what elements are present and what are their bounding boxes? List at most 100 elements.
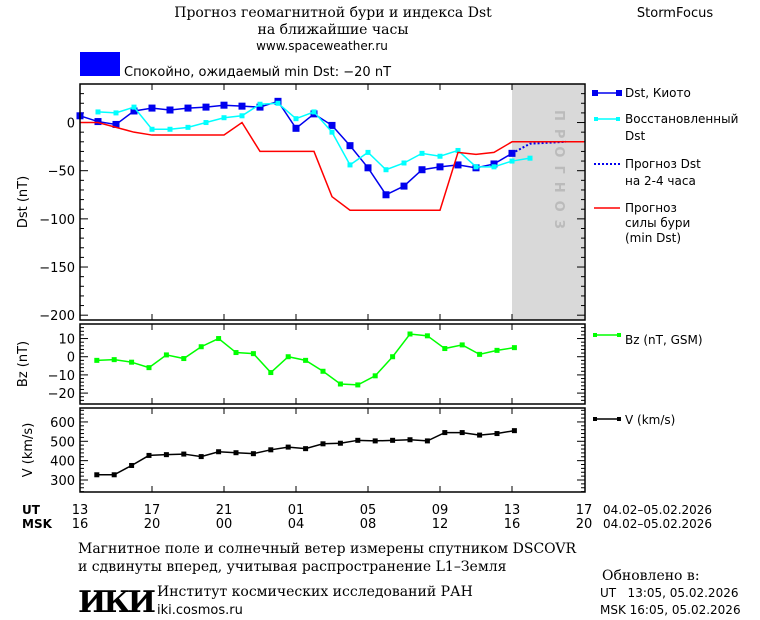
data-point	[407, 437, 413, 443]
msk-tick-label: 04	[288, 517, 305, 532]
y-tick-label: 400	[50, 455, 75, 470]
data-point	[239, 113, 245, 119]
legend-dst-kyoto: Dst, Киото	[625, 86, 691, 100]
ut-tick-label: 21	[216, 503, 233, 518]
data-point	[347, 162, 353, 168]
data-point	[455, 147, 461, 153]
data-point	[382, 191, 390, 199]
legend: Dst, Киото Восстановленный Dst Прогноз D…	[592, 86, 738, 427]
panel-2: 10 0 −10 −20 Bz (nT)	[16, 323, 586, 405]
data-point	[112, 120, 120, 128]
data-point	[285, 354, 291, 360]
ut-label: UT	[22, 503, 41, 517]
data-point	[346, 142, 354, 150]
data-point	[337, 381, 343, 387]
ut-tick-label: 17	[144, 503, 161, 518]
legend-reconstructed: Восстановленный	[625, 112, 738, 126]
data-point	[184, 104, 192, 112]
data-point	[494, 347, 500, 353]
data-point	[257, 101, 263, 107]
data-point	[148, 104, 156, 112]
forecast-region	[512, 84, 584, 320]
legend-storm: Прогноз	[625, 201, 677, 215]
data-point	[203, 120, 209, 126]
chart-title-line1: Прогноз геомагнитной бури и индекса Dst	[174, 5, 492, 21]
panel-frame	[79, 83, 586, 321]
data-point	[365, 149, 371, 155]
data-point	[372, 373, 378, 379]
data-point	[400, 182, 408, 190]
ut-tick-label: 13	[504, 503, 521, 518]
series-line-1	[96, 429, 515, 476]
data-point	[491, 164, 497, 170]
data-point	[442, 430, 448, 436]
data-point	[477, 432, 483, 438]
y-axis-label: Bz (nT)	[16, 341, 31, 387]
data-point	[256, 103, 264, 111]
data-point	[303, 446, 309, 452]
panel-frame	[79, 407, 586, 493]
data-point	[250, 351, 256, 357]
data-point	[216, 336, 222, 342]
y-axis-label: V (km/s)	[21, 423, 36, 478]
panel-frame	[79, 323, 586, 405]
legend-reconstructed-2: Dst	[625, 129, 645, 143]
data-point	[442, 346, 448, 352]
data-point	[401, 160, 407, 166]
date-range-ut: 04.02–05.02.2026	[603, 503, 712, 517]
y-tick-label: 0	[67, 117, 75, 132]
ut-tick-label: 17	[576, 503, 593, 518]
msk-label: MSK	[22, 517, 53, 531]
data-point	[95, 109, 101, 115]
brand-label: StormFocus	[637, 6, 713, 21]
y-tick-label: 0	[67, 351, 75, 366]
data-point	[328, 121, 336, 129]
msk-tick-label: 16	[504, 517, 521, 532]
data-point	[311, 109, 317, 115]
status-color-box	[80, 52, 120, 76]
data-point	[275, 100, 281, 106]
data-point	[198, 454, 204, 460]
data-point	[185, 124, 191, 130]
data-point	[131, 104, 137, 110]
y-tick-label: 10	[58, 333, 75, 348]
updated-msk: MSK 16:05, 05.02.2026	[600, 603, 741, 617]
site-url[interactable]: www.spaceweather.ru	[256, 39, 388, 53]
data-point	[130, 107, 138, 115]
data-point	[181, 356, 187, 362]
data-point	[163, 352, 169, 358]
msk-tick-label: 12	[432, 517, 449, 532]
updated-ut: UT 13:05, 05.02.2026	[600, 586, 738, 600]
data-point	[390, 437, 396, 443]
series-line-1	[79, 100, 513, 196]
data-point	[216, 449, 222, 455]
ut-tick-label: 09	[432, 503, 449, 518]
data-point	[113, 110, 119, 116]
data-point	[166, 106, 174, 114]
chart-title-line2: на ближайшие часы	[257, 22, 408, 38]
y-tick-label: 500	[50, 435, 75, 450]
legend-storm-2: силы бури	[625, 216, 690, 230]
data-point	[167, 126, 173, 132]
institute-site[interactable]: iki.cosmos.ru	[157, 603, 243, 618]
footer-note-line2: и сдвинуты вперед, учитывая распростране…	[78, 559, 507, 575]
msk-tick-label: 20	[576, 517, 593, 532]
y-tick-label: 300	[50, 474, 75, 489]
y-tick-label: −100	[39, 213, 75, 228]
y-tick-label: −10	[48, 369, 75, 384]
iki-logo: ИКИ	[78, 585, 155, 620]
data-point	[293, 116, 299, 122]
msk-tick-label: 00	[216, 517, 233, 532]
data-point	[419, 150, 425, 156]
data-point	[390, 354, 396, 360]
y-tick-label: −150	[39, 261, 75, 276]
data-point	[494, 431, 500, 437]
data-point	[372, 438, 378, 444]
y-axis-label: Dst (nT)	[16, 176, 31, 228]
data-point	[149, 126, 155, 132]
data-point	[292, 124, 300, 132]
ut-tick-label: 01	[288, 503, 305, 518]
data-point	[146, 452, 152, 458]
legend-v: V (km/s)	[625, 413, 675, 427]
ut-tick-label: 13	[72, 503, 89, 518]
